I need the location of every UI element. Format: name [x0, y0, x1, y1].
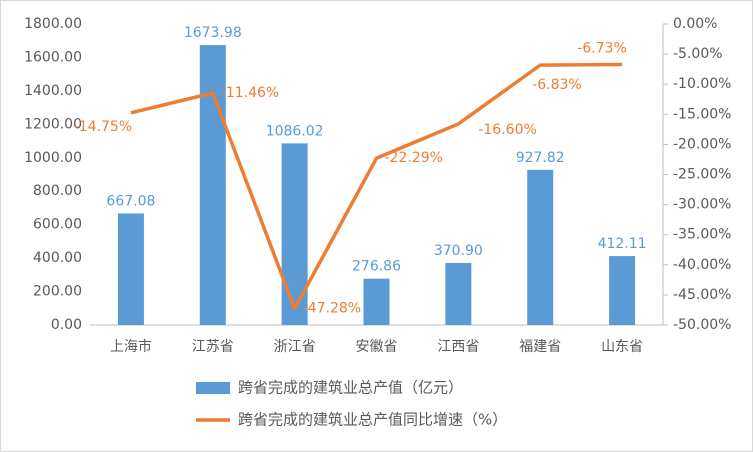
y2-tick-label: -30.00% — [673, 197, 731, 213]
bar — [609, 256, 636, 325]
bar-value-label: 927.82 — [516, 150, 565, 166]
y-tick-label: 0.00 — [51, 317, 82, 333]
x-tick-label: 江西省 — [437, 339, 479, 355]
y2-tick-label: -40.00% — [673, 257, 731, 273]
y2-tick-label: 0.00% — [673, 16, 717, 32]
bar — [363, 278, 390, 325]
bar-value-label: 370.90 — [434, 243, 483, 259]
bar — [445, 262, 472, 325]
y-tick-label: 1600.00 — [24, 49, 82, 65]
bar — [117, 213, 144, 325]
y-tick-label: 1400.00 — [24, 83, 82, 99]
y2-tick-label: -25.00% — [673, 167, 731, 183]
y2-tick-label: -10.00% — [673, 76, 731, 92]
x-tick-label: 上海市 — [110, 338, 152, 355]
line-value-label: -6.83% — [532, 77, 582, 93]
y2-tick-label: -20.00% — [673, 136, 731, 152]
y-tick-label: 1000.00 — [24, 150, 82, 166]
legend-label: 跨省完成的建筑业总产值同比增速（%） — [238, 411, 507, 429]
y2-tick-label: -35.00% — [673, 227, 731, 243]
line-value-label: -11.46% — [221, 85, 279, 101]
y2-tick-label: -5.00% — [673, 46, 723, 62]
line-value-label: -14.75% — [74, 119, 132, 135]
y-tick-label: 400.00 — [33, 250, 82, 266]
legend-swatch — [196, 382, 230, 394]
y2-tick-label: -50.00% — [673, 317, 731, 333]
y-tick-label: 1200.00 — [24, 116, 82, 132]
line-series — [130, 62, 623, 311]
line-value-label: -22.29% — [385, 150, 443, 166]
line-value-label: -6.73% — [577, 41, 627, 57]
x-tick-label: 山东省 — [601, 339, 643, 355]
bar-value-label: 412.11 — [598, 236, 647, 252]
y-tick-label: 200.00 — [33, 284, 82, 300]
y-tick-label: 1800.00 — [24, 16, 82, 32]
y2-tick-label: -15.00% — [673, 106, 731, 122]
x-tick-label: 浙江省 — [274, 339, 316, 355]
y2-tick-label: -45.00% — [673, 287, 731, 303]
x-tick-label: 安徽省 — [356, 339, 398, 355]
bar — [527, 169, 554, 325]
bar-value-label: 1086.02 — [266, 123, 324, 139]
line-value-label: -16.60% — [478, 122, 536, 138]
bar — [281, 143, 308, 325]
x-tick-label: 江苏省 — [192, 339, 234, 355]
line-value-label: -47.28% — [303, 301, 361, 317]
bar-value-label: 667.08 — [106, 193, 155, 209]
bar-value-label: 1673.98 — [184, 25, 242, 41]
bar-value-label: 276.86 — [352, 259, 401, 275]
legend-label: 跨省完成的建筑业总产值（亿元） — [238, 379, 463, 397]
y-tick-label: 800.00 — [33, 183, 82, 199]
x-tick-label: 福建省 — [519, 339, 561, 355]
y-tick-label: 600.00 — [33, 217, 82, 233]
